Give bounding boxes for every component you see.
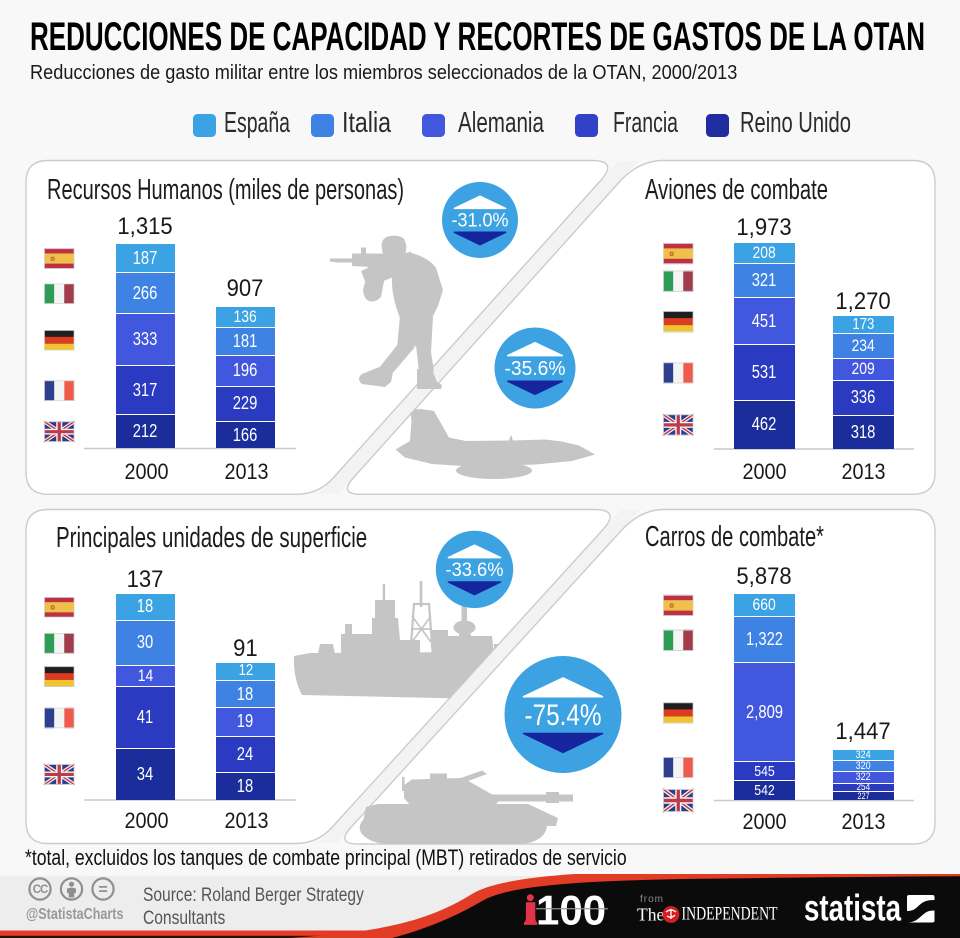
svg-text:from: from [640, 894, 664, 905]
svg-text:INDEPENDENT: INDEPENDENT [682, 905, 778, 925]
svg-text:-33.6%: -33.6% [446, 559, 504, 581]
svg-text:-35.6%: -35.6% [505, 358, 566, 380]
svg-text:CC: CC [33, 884, 48, 896]
svg-text:-31.0%: -31.0% [452, 211, 509, 232]
svg-text:-75.4%: -75.4% [525, 699, 602, 732]
svg-text:=: = [98, 882, 107, 899]
svg-text:100: 100 [536, 887, 606, 934]
svg-text:statista: statista [804, 888, 901, 929]
svg-text:The: The [637, 905, 664, 925]
